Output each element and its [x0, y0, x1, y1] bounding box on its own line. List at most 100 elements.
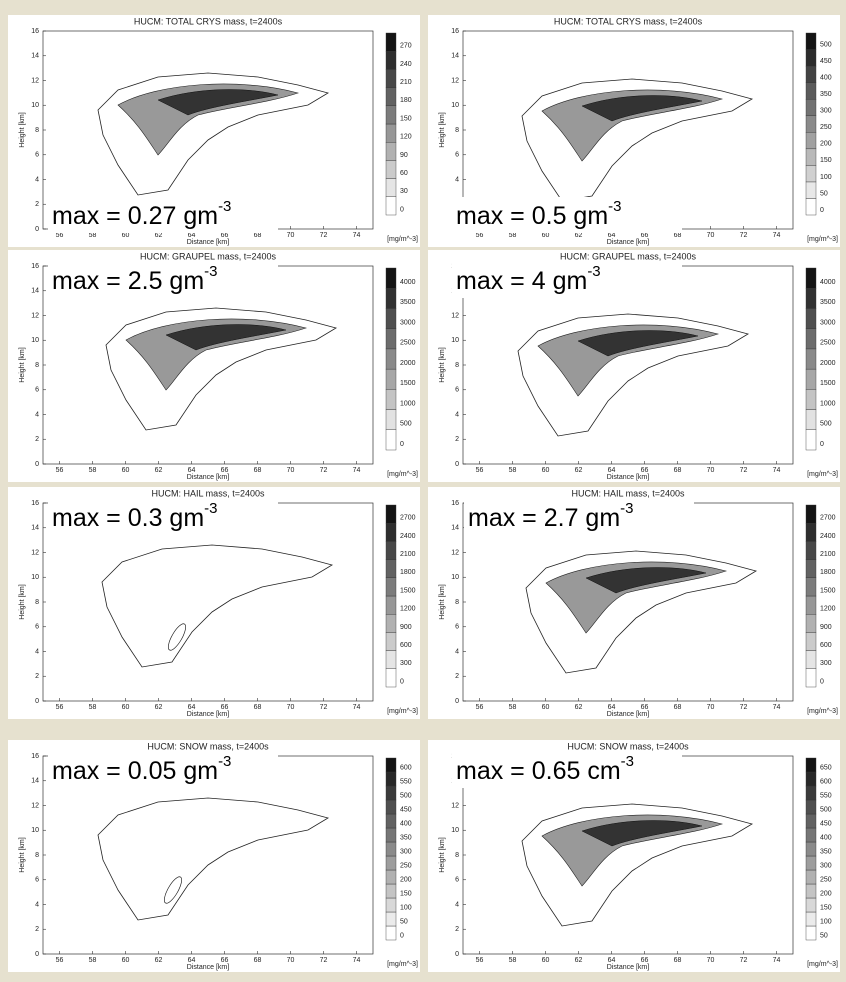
colorbar-box: [386, 912, 396, 926]
y-tick-label: 6: [455, 387, 459, 394]
annotation-sup: -3: [204, 263, 217, 280]
y-tick-label: 12: [31, 77, 39, 84]
x-tick-label: 64: [608, 957, 616, 964]
x-tick-label: 72: [320, 467, 328, 474]
colorbar-box: [386, 268, 396, 288]
y-tick-label: 12: [31, 802, 39, 809]
annotation-sup: -3: [621, 753, 634, 770]
colorbar-box: [806, 389, 816, 409]
x-axis-label: Distance [km]: [607, 964, 649, 971]
colorbar-box: [806, 800, 816, 814]
y-tick-label: 0: [455, 698, 459, 705]
colorbar-box: [806, 349, 816, 369]
colorbar-box: [806, 912, 816, 926]
panel: HUCM: TOTAL CRYS mass, t=2400s5658606264…: [428, 15, 840, 247]
colorbar-label: 0: [400, 206, 404, 213]
x-tick-label: 62: [155, 704, 163, 711]
panel-title: HUCM: TOTAL CRYS mass, t=2400s: [134, 16, 283, 26]
colorbar-label: 2400: [400, 533, 416, 540]
colorbar-label: 500: [820, 807, 832, 814]
colorbar-box: [386, 179, 396, 197]
y-tick-label: 4: [455, 901, 459, 908]
x-tick-label: 74: [353, 467, 361, 474]
y-tick-label: 10: [31, 574, 39, 581]
y-tick-label: 10: [31, 827, 39, 834]
colorbar-label: 150: [400, 891, 412, 898]
colorbar-label: 1500: [400, 380, 416, 387]
colorbar-label: 0: [820, 441, 824, 448]
panel-title: HUCM: HAIL mass, t=2400s: [572, 488, 685, 498]
colorbar-label: 150: [820, 905, 832, 912]
colorbar-box: [806, 596, 816, 614]
colorbar-box: [386, 124, 396, 142]
colorbar-label: 300: [820, 863, 832, 870]
colorbar-label: 450: [820, 58, 832, 65]
colorbar-box: [806, 99, 816, 116]
x-tick-label: 60: [542, 704, 550, 711]
panel-title: HUCM: GRAUPEL mass, t=2400s: [560, 251, 696, 261]
y-tick-label: 12: [451, 312, 459, 319]
colorbar-label: 250: [400, 863, 412, 870]
colorbar-box: [806, 50, 816, 67]
y-tick-label: 0: [35, 951, 39, 958]
colorbar-label: 3000: [400, 319, 416, 326]
colorbar-box: [386, 349, 396, 369]
colorbar-box: [806, 410, 816, 430]
annotation: max = 2.7 gm-3: [468, 500, 634, 532]
colorbar-label: 500: [400, 421, 412, 428]
colorbar-box: [386, 898, 396, 912]
y-tick-label: 8: [35, 852, 39, 859]
panel-title: HUCM: TOTAL CRYS mass, t=2400s: [554, 16, 703, 26]
colorbar-label: 0: [400, 441, 404, 448]
y-tick-label: 14: [451, 525, 459, 532]
panel: HUCM: TOTAL CRYS mass, t=2400s5658606264…: [8, 15, 420, 247]
colorbar-label: 1200: [820, 606, 836, 613]
x-tick-label: 70: [707, 957, 715, 964]
x-tick-label: 64: [188, 957, 196, 964]
y-tick-label: 8: [35, 127, 39, 134]
y-tick-label: 4: [35, 901, 39, 908]
colorbar-box: [806, 505, 816, 523]
colorbar-box: [386, 596, 396, 614]
colorbar-box: [806, 884, 816, 898]
y-tick-label: 2: [35, 201, 39, 208]
colorbar-box: [806, 856, 816, 870]
x-tick-label: 70: [287, 232, 295, 239]
y-tick-label: 12: [31, 312, 39, 319]
annotation-sup: -3: [587, 263, 600, 280]
y-tick-label: 12: [31, 549, 39, 556]
x-tick-label: 74: [773, 957, 781, 964]
colorbar-box: [386, 308, 396, 328]
colorbar-box: [386, 88, 396, 106]
y-tick-label: 8: [455, 127, 459, 134]
colorbar-label: 50: [400, 919, 408, 926]
colorbar-label: 50: [820, 190, 828, 197]
y-tick-label: 4: [35, 176, 39, 183]
x-tick-label: 56: [56, 957, 64, 964]
colorbar-box: [806, 828, 816, 842]
y-tick-label: 2: [35, 436, 39, 443]
colorbar-box: [386, 541, 396, 559]
colorbar-label: 100: [820, 174, 832, 181]
x-axis-label: Distance [km]: [187, 964, 229, 971]
x-tick-label: 74: [353, 704, 361, 711]
x-tick-label: 74: [353, 957, 361, 964]
y-tick-label: 12: [451, 802, 459, 809]
colorbar-box: [806, 578, 816, 596]
colorbar-label: 550: [400, 779, 412, 786]
colorbar-box: [806, 116, 816, 133]
colorbar-box: [386, 669, 396, 687]
colorbar-box: [386, 926, 396, 940]
colorbar-label: 0: [820, 678, 824, 685]
colorbar-label: 3500: [820, 299, 836, 306]
x-tick-label: 74: [353, 232, 361, 239]
colorbar-label: 100: [400, 905, 412, 912]
colorbar-box: [806, 842, 816, 856]
y-tick-label: 6: [35, 387, 39, 394]
panel: HUCM: HAIL mass, t=2400s5658606264666870…: [428, 487, 840, 719]
colorbar-label: 90: [400, 152, 408, 159]
x-tick-label: 64: [188, 704, 196, 711]
y-tick-label: 0: [35, 226, 39, 233]
colorbar-box: [806, 132, 816, 149]
x-tick-label: 60: [542, 957, 550, 964]
